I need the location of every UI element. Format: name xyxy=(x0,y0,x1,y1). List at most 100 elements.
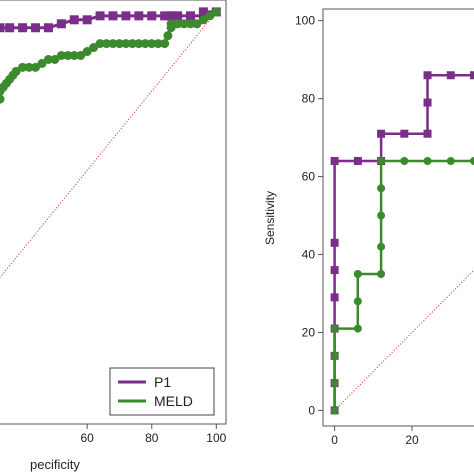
right-y-tick-label: 0 xyxy=(308,403,315,417)
left-p1-marker xyxy=(108,11,118,21)
right-y-tick-label: 20 xyxy=(302,325,316,339)
left-p1-marker xyxy=(147,11,157,21)
right-meld-marker xyxy=(423,156,432,165)
right-p1-marker xyxy=(423,129,432,138)
left-meld-marker xyxy=(102,39,112,49)
left-p1-marker xyxy=(198,7,208,17)
left-meld-marker xyxy=(166,19,176,29)
right-y-tick-label: 100 xyxy=(295,14,315,28)
left-meld-marker xyxy=(0,94,5,104)
left-meld-marker xyxy=(140,39,150,49)
left-meld-marker xyxy=(95,39,105,49)
left-p1-marker xyxy=(166,11,176,21)
right-meld-marker xyxy=(353,297,362,306)
left-meld-marker xyxy=(69,50,79,60)
left-meld-marker xyxy=(18,62,28,72)
left-p1-marker xyxy=(173,11,183,21)
right-meld-marker xyxy=(400,156,409,165)
left-meld-marker xyxy=(56,50,66,60)
left-p1-marker xyxy=(43,23,53,33)
right-meld-marker xyxy=(330,379,339,388)
left-meld-marker xyxy=(121,39,131,49)
right-y-axis-label: Sensitivity xyxy=(263,191,277,245)
left-p1-marker xyxy=(69,15,79,25)
left-meld-marker xyxy=(82,47,92,57)
left-p1-marker xyxy=(160,11,170,21)
right-p1-marker xyxy=(377,129,386,138)
left-meld-marker xyxy=(24,62,34,72)
left-p1-marker xyxy=(121,11,131,21)
left-meld-marker xyxy=(76,50,86,60)
left-x-tick-label: 80 xyxy=(145,431,159,445)
right-meld-marker xyxy=(353,324,362,333)
legend-meld-label: MELD xyxy=(154,393,193,409)
right-plot-content xyxy=(330,71,474,415)
right-meld-markers xyxy=(330,156,474,415)
left-p1-marker xyxy=(18,23,28,33)
right-meld-marker xyxy=(330,406,339,415)
right-x-tick-label: 20 xyxy=(405,433,419,447)
left-p1-marker xyxy=(5,23,15,33)
right-p1-marker xyxy=(330,238,339,247)
right-plot-frame xyxy=(322,8,474,427)
left-p1-marker xyxy=(185,11,195,21)
left-p1-marker xyxy=(134,11,144,21)
right-meld-marker xyxy=(353,270,362,279)
right-p1-marker xyxy=(470,71,474,80)
left-p1-markers xyxy=(0,7,221,33)
right-meld-marker xyxy=(377,270,386,279)
right-y-tick-label: 40 xyxy=(302,248,316,262)
right-p1-marker xyxy=(446,71,455,80)
left-meld-marker xyxy=(147,39,157,49)
left-meld-marker xyxy=(43,54,53,64)
left-p1-marker xyxy=(0,23,5,33)
left-meld-marker xyxy=(11,66,21,76)
left-p1-marker xyxy=(56,19,66,29)
right-meld-marker xyxy=(377,242,386,251)
right-meld-marker xyxy=(446,156,455,165)
left-meld-marker xyxy=(163,31,173,41)
left-plot-frame xyxy=(0,0,227,425)
right-p1-curve xyxy=(333,74,474,411)
left-meld-marker xyxy=(205,11,215,21)
left-meld-marker xyxy=(160,39,170,49)
left-plot-content xyxy=(0,7,221,279)
left-p1-marker xyxy=(95,11,105,21)
right-x-ticks: 0 20 xyxy=(331,426,419,447)
right-x-tick-label: 0 xyxy=(331,433,338,447)
left-meld-marker xyxy=(134,39,144,49)
left-reference-diagonal xyxy=(0,11,217,279)
left-meld-marker xyxy=(192,19,202,29)
left-meld-marker xyxy=(89,43,99,53)
left-meld-marker xyxy=(179,19,189,29)
left-p1-marker xyxy=(82,15,92,25)
left-meld-marker xyxy=(198,15,208,25)
right-meld-marker xyxy=(377,184,386,193)
left-meld-marker xyxy=(63,50,73,60)
left-meld-marker xyxy=(114,39,124,49)
left-meld-marker xyxy=(50,54,60,64)
left-meld-marker xyxy=(211,7,221,17)
left-roc-panel: 60 80 100 pecificity P1 MELD xyxy=(0,0,227,472)
left-meld-marker xyxy=(153,39,163,49)
right-roc-panel: 0 20 40 60 80 100 0 20 Sensitivity xyxy=(263,8,474,447)
right-meld-marker xyxy=(377,211,386,220)
right-y-tick-label: 60 xyxy=(302,170,316,184)
left-x-ticks: 60 80 100 xyxy=(80,424,227,445)
left-meld-markers xyxy=(0,7,221,104)
right-meld-marker xyxy=(377,156,386,165)
right-p1-marker xyxy=(330,293,339,302)
right-meld-curve xyxy=(333,159,474,411)
left-meld-marker xyxy=(127,39,137,49)
right-p1-marker xyxy=(353,156,362,165)
right-y-ticks: 0 20 40 60 80 100 xyxy=(295,14,323,417)
left-meld-marker xyxy=(108,39,118,49)
right-meld-marker xyxy=(330,324,339,333)
legend: P1 MELD xyxy=(109,367,215,416)
right-p1-markers xyxy=(330,71,474,415)
right-p1-marker xyxy=(400,129,409,138)
left-meld-marker xyxy=(173,19,183,29)
right-p1-marker xyxy=(330,266,339,275)
left-x-tick-label: 100 xyxy=(206,431,226,445)
